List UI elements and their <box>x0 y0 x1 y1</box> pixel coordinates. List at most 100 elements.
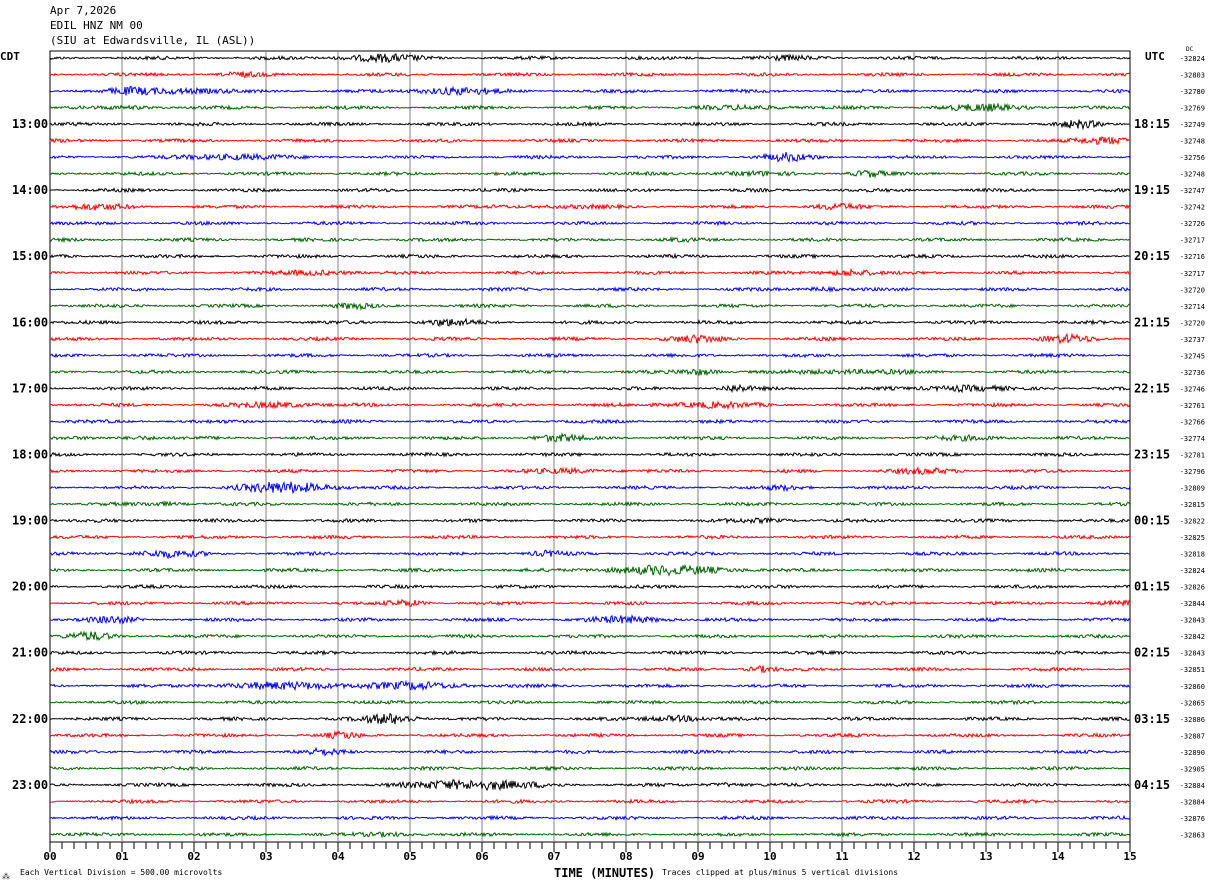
dc-offset-label: -32818 <box>1180 551 1205 559</box>
dc-offset-label: -32746 <box>1180 385 1205 393</box>
dc-offset-label: -32822 <box>1180 518 1205 526</box>
seismic-trace <box>49 563 1131 577</box>
x-tick-label: 02 <box>187 850 200 863</box>
seismic-trace <box>49 71 1131 79</box>
x-tick-label: 09 <box>691 850 704 863</box>
seismic-trace <box>49 152 1131 164</box>
seismic-trace <box>50 285 1131 293</box>
dc-offset-label: -32748 <box>1180 171 1205 179</box>
seismic-trace <box>49 713 1131 725</box>
x-tick-label: 04 <box>331 850 345 863</box>
dc-offset-label: -32815 <box>1180 501 1205 509</box>
dc-label: DC <box>1186 46 1194 53</box>
seismic-trace <box>49 332 1130 345</box>
dc-offset-label: -32717 <box>1180 270 1205 278</box>
left-hour-label: 21:00 <box>12 646 48 660</box>
dc-offset-label: -32905 <box>1180 765 1205 773</box>
seismic-trace <box>49 778 1131 792</box>
seismic-trace <box>49 699 1131 706</box>
right-hour-label: 04:15 <box>1134 778 1170 792</box>
seismic-trace <box>49 202 1131 212</box>
seismic-trace <box>49 466 1131 476</box>
x-tick-label: 12 <box>907 850 920 863</box>
dc-offset-label: -32876 <box>1180 815 1205 823</box>
left-timezone-label: CDT <box>0 50 20 63</box>
seismic-trace <box>49 549 1131 560</box>
x-tick-label: 03 <box>259 850 272 863</box>
seismic-trace <box>49 534 1131 541</box>
right-hour-label: 22:15 <box>1134 381 1170 395</box>
seismic-trace <box>49 432 1130 444</box>
date-label: Apr 7,2026 <box>50 4 117 17</box>
dc-offset-label: -32803 <box>1180 72 1205 80</box>
seismic-trace <box>49 765 1131 772</box>
dc-offset-label: -32774 <box>1180 435 1205 443</box>
x-tick-label: 01 <box>115 850 129 863</box>
dc-offset-label: -32886 <box>1180 716 1205 724</box>
seismic-trace <box>49 169 1130 179</box>
seismic-trace <box>49 400 1131 411</box>
seismic-trace <box>49 418 1131 425</box>
seismic-trace <box>49 583 1131 590</box>
seismic-trace <box>49 352 1131 359</box>
x-axis-title: TIME (MINUTES) <box>554 866 656 880</box>
right-hour-label: 20:15 <box>1134 249 1170 263</box>
dc-offset-label: -32749 <box>1180 121 1205 129</box>
x-tick-label: 13 <box>979 850 992 863</box>
right-hour-label: 00:15 <box>1134 514 1170 528</box>
dc-offset-label: -32824 <box>1180 567 1205 575</box>
left-hour-label: 14:00 <box>12 183 48 197</box>
left-hour-label: 19:00 <box>12 514 48 528</box>
right-timezone-label: UTC <box>1145 50 1165 63</box>
x-tick-label: 11 <box>835 850 849 863</box>
plot-frame <box>49 50 1131 843</box>
dc-offset-label: -32736 <box>1180 369 1205 377</box>
dc-offset-label: -32742 <box>1180 204 1205 212</box>
dc-offset-label: -32842 <box>1180 633 1205 641</box>
seismic-trace <box>49 252 1131 260</box>
dc-offset-label: -32890 <box>1180 749 1205 757</box>
logo-mark: ⁂ <box>2 872 10 881</box>
seismic-trace <box>49 499 1131 508</box>
dc-offset-label: -32884 <box>1180 798 1205 806</box>
left-hour-label: 16:00 <box>12 315 48 329</box>
seismic-trace <box>49 451 1131 458</box>
scale-note: Each Vertical Division = 500.00 microvol… <box>20 868 223 877</box>
seismic-trace <box>49 383 1131 394</box>
dc-offset-label: -32826 <box>1180 584 1205 592</box>
seismic-trace <box>49 814 1131 822</box>
dc-offset-label: -32726 <box>1180 220 1205 228</box>
seismic-trace <box>49 665 1131 674</box>
location-label: (SIU at Edwardsville, IL (ASL)) <box>50 34 256 47</box>
seismic-trace <box>49 598 1131 608</box>
dc-offset-label: -32748 <box>1180 138 1205 146</box>
dc-offset-label: -32825 <box>1180 534 1205 542</box>
dc-offset-label: -32737 <box>1180 336 1205 344</box>
seismic-trace <box>49 481 1131 495</box>
dc-offset-label: -32717 <box>1180 237 1205 245</box>
dc-offset-label: -32865 <box>1180 699 1205 707</box>
seismic-trace <box>49 235 1131 244</box>
x-tick-label: 14 <box>1051 850 1065 863</box>
left-hour-label: 13:00 <box>12 117 48 131</box>
clip-note: Traces clipped at plus/minus 5 vertical … <box>662 868 899 877</box>
seismic-trace <box>49 317 1131 327</box>
seismic-trace <box>49 614 1131 625</box>
seismic-trace <box>49 729 1131 740</box>
left-hour-label: 18:00 <box>12 447 48 461</box>
seismic-trace <box>49 649 1131 657</box>
right-hour-label: 03:15 <box>1134 712 1170 726</box>
dc-offset-label: -32843 <box>1180 650 1205 658</box>
right-hour-label: 01:15 <box>1134 580 1170 594</box>
right-hour-label: 19:15 <box>1134 183 1170 197</box>
dc-offset-label: -32884 <box>1180 782 1205 790</box>
dc-offset-label: -32780 <box>1180 88 1205 96</box>
seismic-trace <box>49 102 1131 113</box>
seismic-trace <box>49 797 1131 805</box>
seismic-trace <box>49 301 1130 311</box>
seismic-trace <box>49 630 1131 642</box>
dc-offset-label: -32720 <box>1180 286 1205 294</box>
seismic-trace <box>49 85 1131 97</box>
seismic-trace <box>49 220 1131 227</box>
